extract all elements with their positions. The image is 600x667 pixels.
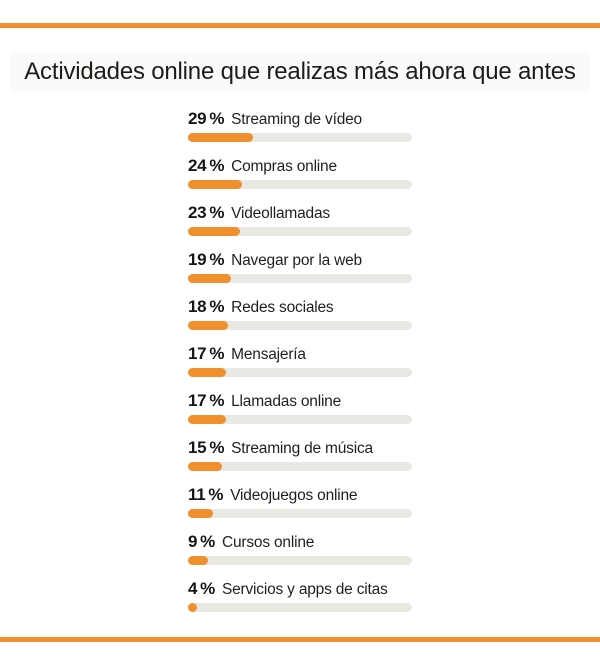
bar-fill bbox=[188, 556, 209, 565]
row-label: 9% Cursos online bbox=[188, 531, 412, 552]
row-value-number: 15 bbox=[188, 438, 207, 457]
bar-fill bbox=[188, 321, 229, 330]
row-value-unit: % bbox=[209, 344, 225, 363]
bar-fill bbox=[188, 462, 222, 471]
bar-fill bbox=[188, 133, 253, 142]
bar-fill bbox=[188, 180, 242, 189]
row-value-unit: % bbox=[209, 438, 225, 457]
row-value: 9% bbox=[188, 532, 215, 551]
bar-track bbox=[188, 415, 412, 424]
bar-track bbox=[188, 509, 412, 518]
row-value: 11% bbox=[188, 485, 223, 504]
row-value-number: 11 bbox=[188, 485, 206, 504]
row-value-unit: % bbox=[200, 579, 215, 598]
row-value: 15% bbox=[188, 438, 224, 457]
row-label: 17% Llamadas online bbox=[188, 390, 412, 411]
row-category: Videojuegos online bbox=[230, 487, 358, 504]
bar-fill bbox=[188, 509, 213, 518]
chart-title: Actividades online que realizas más ahor… bbox=[10, 52, 590, 92]
row-value: 17% bbox=[188, 391, 224, 410]
row-category: Llamadas online bbox=[231, 393, 342, 410]
chart-row: 18% Redes sociales bbox=[188, 296, 412, 330]
title-band: Actividades online que realizas más ahor… bbox=[0, 52, 600, 92]
row-value-unit: % bbox=[209, 250, 225, 269]
row-category: Servicios y apps de citas bbox=[221, 581, 388, 598]
row-category: Navegar por la web bbox=[231, 252, 362, 269]
bar-track bbox=[188, 133, 412, 142]
bar-fill bbox=[188, 368, 227, 377]
row-label: 4% Servicios y apps de citas bbox=[188, 578, 412, 599]
bar-track bbox=[188, 227, 412, 236]
row-value-unit: % bbox=[209, 391, 225, 410]
row-label: 18% Redes sociales bbox=[188, 296, 412, 317]
chart-row: 17% Llamadas online bbox=[188, 390, 412, 424]
bar-chart: 29% Streaming de vídeo 24% Compras online … bbox=[188, 108, 412, 625]
row-label: 24% Compras online bbox=[188, 155, 412, 176]
bottom-accent-rule bbox=[0, 637, 600, 642]
bar-fill bbox=[188, 603, 197, 612]
bar-track bbox=[188, 556, 412, 565]
bar-fill bbox=[188, 274, 231, 283]
row-category: Redes sociales bbox=[231, 299, 334, 316]
row-value-number: 9 bbox=[188, 532, 198, 551]
row-value-unit: % bbox=[209, 203, 225, 222]
row-value: 29% bbox=[188, 109, 224, 128]
chart-row: 23% Videollamadas bbox=[188, 202, 412, 236]
bar-fill bbox=[188, 227, 240, 236]
row-category: Cursos online bbox=[221, 534, 315, 551]
row-category: Streaming de vídeo bbox=[231, 111, 362, 128]
row-category: Mensajería bbox=[231, 346, 306, 363]
row-value-number: 17 bbox=[188, 391, 207, 410]
row-value-number: 4 bbox=[188, 579, 198, 598]
row-label: 17% Mensajería bbox=[188, 343, 412, 364]
row-category: Videollamadas bbox=[231, 205, 330, 222]
chart-row: 19% Navegar por la web bbox=[188, 249, 412, 283]
bar-track bbox=[188, 368, 412, 377]
row-value-number: 23 bbox=[188, 203, 207, 222]
row-value: 24% bbox=[188, 156, 224, 175]
row-value-unit: % bbox=[209, 297, 225, 316]
row-label: 11% Videojuegos online bbox=[188, 484, 412, 505]
row-value-unit: % bbox=[200, 532, 215, 551]
row-value-number: 18 bbox=[188, 297, 207, 316]
bar-track bbox=[188, 274, 412, 283]
row-value-unit: % bbox=[209, 156, 225, 175]
row-value: 4% bbox=[188, 579, 215, 598]
bar-track bbox=[188, 180, 412, 189]
top-accent-rule bbox=[0, 23, 600, 28]
chart-row: 11% Videojuegos online bbox=[188, 484, 412, 518]
chart-row: 9% Cursos online bbox=[188, 531, 412, 565]
row-value-number: 19 bbox=[188, 250, 207, 269]
row-value-unit: % bbox=[209, 109, 225, 128]
row-value: 19% bbox=[188, 250, 224, 269]
chart-row: 17% Mensajería bbox=[188, 343, 412, 377]
row-label: 23% Videollamadas bbox=[188, 202, 412, 223]
bar-track bbox=[188, 462, 412, 471]
row-value: 23% bbox=[188, 203, 224, 222]
row-value: 17% bbox=[188, 344, 224, 363]
bar-track bbox=[188, 321, 412, 330]
row-value: 18% bbox=[188, 297, 224, 316]
bar-fill bbox=[188, 415, 227, 424]
chart-row: 4% Servicios y apps de citas bbox=[188, 578, 412, 612]
row-label: 29% Streaming de vídeo bbox=[188, 108, 412, 129]
row-value-number: 17 bbox=[188, 344, 207, 363]
bar-track bbox=[188, 603, 412, 612]
chart-row: 15% Streaming de música bbox=[188, 437, 412, 471]
row-label: 19% Navegar por la web bbox=[188, 249, 412, 270]
chart-row: 24% Compras online bbox=[188, 155, 412, 189]
row-category: Compras online bbox=[231, 158, 337, 175]
row-label: 15% Streaming de música bbox=[188, 437, 412, 458]
row-value-unit: % bbox=[208, 485, 224, 504]
row-value-number: 24 bbox=[188, 156, 207, 175]
chart-row: 29% Streaming de vídeo bbox=[188, 108, 412, 142]
row-value-number: 29 bbox=[188, 109, 207, 128]
row-category: Streaming de música bbox=[231, 440, 373, 457]
